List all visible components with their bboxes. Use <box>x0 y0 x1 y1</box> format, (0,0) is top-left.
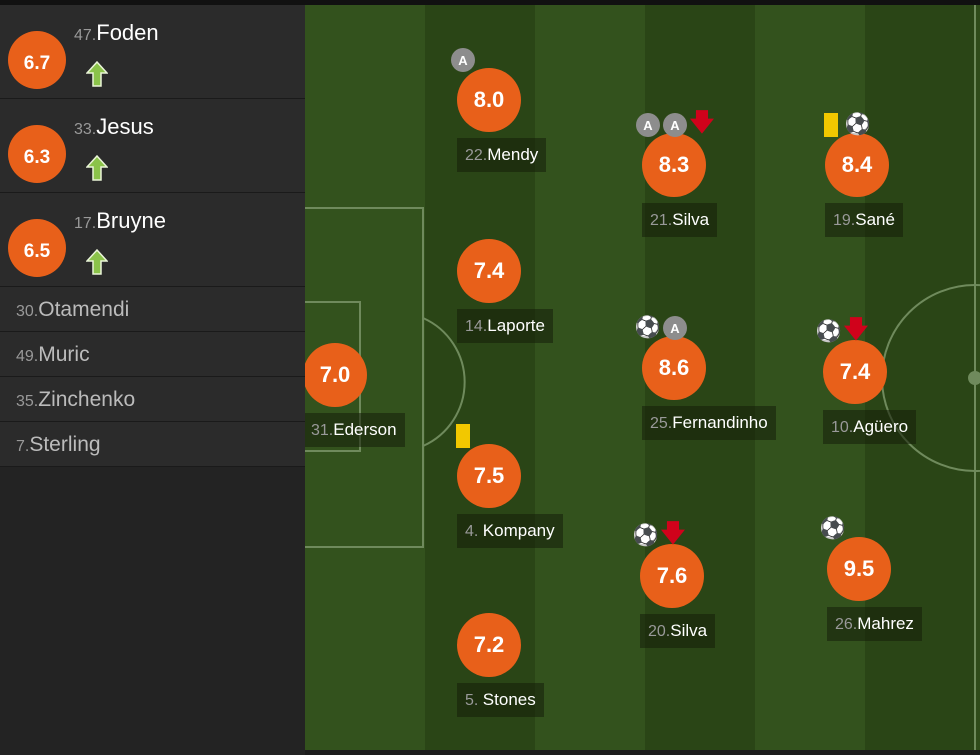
substitute-row[interactable]: 6.5 17.Bruyne <box>0 193 305 287</box>
substitute-row[interactable]: 6.7 47.Foden <box>0 5 305 99</box>
player-number: 49. <box>16 348 39 365</box>
pitch-stripe <box>535 5 645 750</box>
pitch: 7.0 31.Ederson 8.0 A 22.Mendy 7.4 14.Lap… <box>305 5 980 750</box>
rating-badge: 6.7 <box>8 31 66 89</box>
assist-icon: A <box>636 113 660 137</box>
bench-player-row[interactable]: 7.Sterling <box>0 422 305 467</box>
rating-badge: 6.3 <box>8 125 66 183</box>
rating-badge: 8.0 <box>457 68 521 132</box>
player-label: 14.Laporte <box>457 309 553 343</box>
assist-icon: A <box>451 48 475 72</box>
yellow-card-icon <box>819 113 843 137</box>
assist-icon: A <box>663 316 687 340</box>
goal-ball-icon: ⚽ <box>634 316 662 339</box>
rating-badge: 7.0 <box>305 343 367 407</box>
event-icons: A <box>451 48 475 72</box>
player-label: 5. Stones <box>457 683 544 717</box>
player-name: Sterling <box>29 433 101 456</box>
goal-ball-icon: ⚽ <box>632 524 660 547</box>
player-name: 17.Bruyne <box>74 208 166 233</box>
player-label: 25.Fernandinho <box>642 406 776 440</box>
goal-ball-icon: ⚽ <box>819 517 847 540</box>
rating-badge: 7.4 <box>457 239 521 303</box>
rating-badge: 7.5 <box>457 444 521 508</box>
player-label: 31.Ederson <box>305 413 405 447</box>
rating-badge: 7.2 <box>457 613 521 677</box>
event-icons: ⚽ A <box>634 316 687 340</box>
player-number: 7. <box>16 438 30 455</box>
sub-on-arrow-icon <box>86 155 108 181</box>
event-icons: ⚽ <box>819 517 847 541</box>
rating-badge: 8.6 <box>642 336 706 400</box>
event-icons: ⚽ 🡇 <box>632 519 686 548</box>
sub-on-arrow-icon <box>86 61 108 87</box>
sub-off-arrow-icon: 🡇 <box>843 315 869 343</box>
event-icons: ⚽ 🡇 <box>815 315 869 344</box>
player-name: Otamendi <box>38 298 130 321</box>
rating-badge: 8.4 <box>825 133 889 197</box>
player-label: 20.Silva <box>640 614 716 648</box>
sub-off-arrow-icon: 🡇 <box>660 519 686 547</box>
player-name: Zinchenko <box>38 388 136 411</box>
rating-badge: 7.4 <box>823 340 887 404</box>
player-label: 10.Agüero <box>823 410 917 444</box>
substitutes-panel: 6.7 47.Foden 6.3 33.Jesus 6.5 17.Bruyne … <box>0 5 305 755</box>
player-name: Muric <box>38 343 90 366</box>
sub-off-arrow-icon: 🡇 <box>689 108 715 136</box>
player-name: 33.Jesus <box>74 114 154 139</box>
player-label: 26.Mahrez <box>827 607 922 641</box>
player-label: 21.Silva <box>642 203 718 237</box>
sub-on-arrow-icon <box>86 249 108 275</box>
substitute-row[interactable]: 6.3 33.Jesus <box>0 99 305 193</box>
player-label: 4. Kompany <box>457 514 563 548</box>
rating-badge: 9.5 <box>827 537 891 601</box>
player-label: 19.Sané <box>825 203 903 237</box>
rating-badge: 6.5 <box>8 219 66 277</box>
yellow-card-icon <box>451 424 475 448</box>
top-bar <box>0 0 980 5</box>
bench-player-row[interactable]: 30.Otamendi <box>0 287 305 332</box>
player-name: 47.Foden <box>74 20 159 45</box>
goal-ball-icon: ⚽ <box>844 113 872 136</box>
player-number: 30. <box>16 303 39 320</box>
player-label: 22.Mendy <box>457 138 547 172</box>
rating-badge: 8.3 <box>642 133 706 197</box>
event-icons <box>451 424 475 448</box>
goal-ball-icon: ⚽ <box>815 320 843 343</box>
assist-icon: A <box>663 113 687 137</box>
event-icons: ⚽ <box>819 113 872 137</box>
player-number: 35. <box>16 393 39 410</box>
event-icons: A A 🡇 <box>636 108 715 137</box>
bench-player-row[interactable]: 49.Muric <box>0 332 305 377</box>
bench-player-row[interactable]: 35.Zinchenko <box>0 377 305 422</box>
rating-badge: 7.6 <box>640 544 704 608</box>
